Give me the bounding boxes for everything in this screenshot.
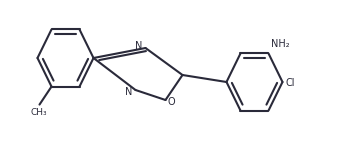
Text: N: N xyxy=(135,41,143,51)
Text: N: N xyxy=(125,87,132,97)
Text: CH₃: CH₃ xyxy=(30,108,47,117)
Text: NH₂: NH₂ xyxy=(272,39,290,49)
Text: Cl: Cl xyxy=(285,78,295,88)
Text: O: O xyxy=(167,97,175,107)
